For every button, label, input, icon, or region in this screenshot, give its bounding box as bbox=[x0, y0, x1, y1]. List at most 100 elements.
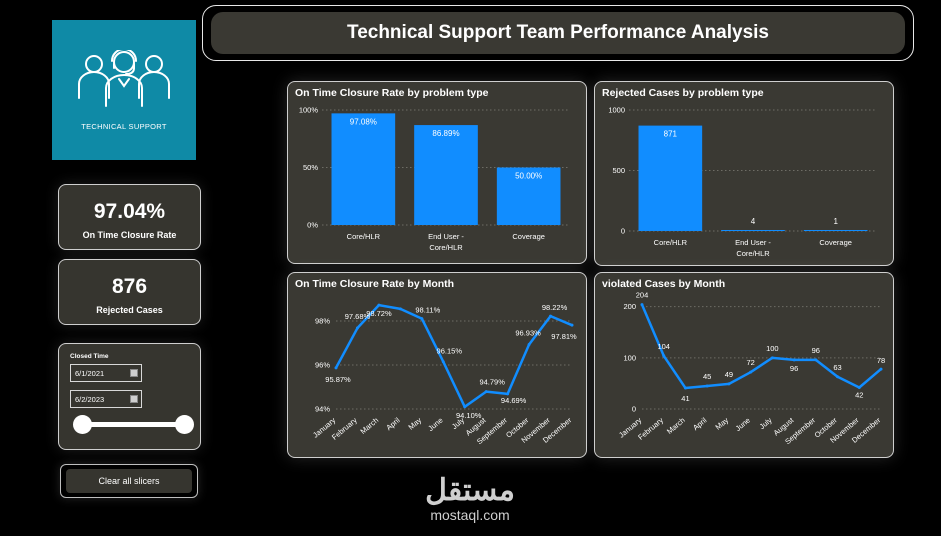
data-label: 871 bbox=[664, 130, 678, 139]
data-point bbox=[749, 370, 753, 374]
data-point bbox=[570, 323, 574, 327]
data-point bbox=[814, 358, 818, 362]
x-tick-label: Core/HLR bbox=[429, 243, 463, 252]
data-label: 50.00% bbox=[515, 172, 542, 181]
data-point bbox=[334, 366, 338, 370]
header-bar: Technical Support Team Performance Analy… bbox=[202, 5, 914, 61]
x-tick-label: April bbox=[691, 415, 709, 432]
y-tick-label: 100% bbox=[299, 106, 319, 115]
data-label: 86.89% bbox=[432, 129, 459, 138]
data-label: 49 bbox=[725, 370, 733, 379]
kpi-value: 876 bbox=[111, 275, 148, 298]
bar bbox=[496, 167, 561, 225]
data-label: 100 bbox=[766, 344, 779, 353]
page-title: Technical Support Team Performance Analy… bbox=[347, 22, 769, 43]
y-tick-label: 94% bbox=[315, 405, 330, 414]
data-point bbox=[398, 307, 402, 311]
calendar-icon[interactable] bbox=[130, 369, 138, 377]
data-label: 94.79% bbox=[479, 378, 505, 387]
data-point bbox=[727, 382, 731, 386]
data-label: 96 bbox=[812, 346, 820, 355]
data-point bbox=[770, 356, 774, 360]
y-tick-label: 100 bbox=[623, 353, 636, 362]
panel-violated-by-month: violated Cases by Month 0 100 200 204 Januar… bbox=[594, 272, 894, 458]
x-tick-label: Coverage bbox=[819, 238, 852, 247]
data-label: 96.93% bbox=[515, 329, 541, 338]
panel-closure-by-month: On Time Closure Rate by Month 94% 96% 98% 9… bbox=[287, 272, 587, 458]
data-label: 204 bbox=[636, 291, 649, 300]
data-label: 98.72% bbox=[366, 309, 392, 318]
closure-by-type-chart: 0% 50% 100% 97.08% Core/HLR 86.89% End User - C… bbox=[299, 106, 570, 252]
data-label: 98.11% bbox=[415, 306, 440, 315]
x-tick-label: March bbox=[358, 416, 380, 436]
slicer-title: Closed Time bbox=[70, 353, 109, 360]
series-line bbox=[640, 304, 882, 390]
slider-end-handle[interactable] bbox=[175, 415, 194, 434]
bar bbox=[331, 113, 396, 225]
data-label: 94.69% bbox=[501, 396, 527, 405]
clear-slicers-label: Clear all slicers bbox=[66, 469, 192, 493]
y-tick-label: 0 bbox=[632, 405, 636, 414]
start-date-input[interactable]: 6/1/2021 bbox=[70, 364, 142, 382]
kpi-label: Rejected Cases bbox=[96, 305, 163, 315]
y-tick-label: 1000 bbox=[608, 106, 625, 115]
calendar-icon[interactable] bbox=[130, 395, 138, 403]
data-point bbox=[355, 326, 359, 330]
slider-start-handle[interactable] bbox=[73, 415, 92, 434]
bar bbox=[414, 125, 478, 225]
kpi-card-on-time-closure: 97.04% On Time Closure Rate bbox=[58, 184, 201, 250]
panel-closure-by-type: On Time Closure Rate by problem type 0% 5… bbox=[287, 81, 587, 264]
data-label: 63 bbox=[833, 363, 841, 372]
y-tick-label: 98% bbox=[315, 317, 330, 326]
x-tick-label: End User - bbox=[428, 232, 464, 241]
data-point bbox=[836, 375, 840, 379]
x-tick-label: June bbox=[734, 416, 752, 433]
start-date-value: 6/1/2021 bbox=[75, 369, 105, 378]
watermark-logo: مستقل bbox=[425, 474, 515, 507]
data-point bbox=[484, 390, 488, 394]
x-tick-label: Core/HLR bbox=[347, 232, 381, 241]
data-label: 97.08% bbox=[350, 117, 377, 126]
y-tick-label: 500 bbox=[612, 166, 625, 175]
data-label: 41 bbox=[681, 394, 689, 403]
data-label: 45 bbox=[703, 372, 711, 381]
kpi-label: On Time Closure Rate bbox=[82, 230, 177, 240]
end-date-value: 6/2/2023 bbox=[75, 395, 105, 404]
data-point bbox=[377, 303, 381, 307]
x-tick-label: Core/HLR bbox=[654, 238, 688, 247]
data-point bbox=[683, 386, 687, 390]
panel-rejected-by-type: Rejected Cases by problem type 0 500 1000 8… bbox=[594, 81, 894, 266]
data-point bbox=[506, 392, 510, 396]
chart-title: On Time Closure Rate by Month bbox=[295, 278, 455, 290]
x-tick-label: March bbox=[665, 416, 687, 436]
series-line bbox=[334, 303, 573, 409]
data-label: 97.68% bbox=[345, 312, 371, 321]
y-tick-label: 200 bbox=[623, 302, 636, 311]
kpi-card-rejected-cases: 876 Rejected Cases bbox=[58, 259, 201, 325]
x-tick-label: July bbox=[758, 415, 774, 431]
logo-caption: TECHNICAL SUPPORT bbox=[81, 122, 167, 131]
logo-tile: TECHNICAL SUPPORT bbox=[52, 20, 196, 160]
support-team-icon bbox=[78, 50, 170, 107]
closure-by-month-chart: 94%96%98%95.87%January97.68%February98.7… bbox=[311, 303, 577, 446]
x-tick-label: May bbox=[714, 415, 731, 431]
clear-slicers-button[interactable]: Clear all slicers bbox=[60, 464, 198, 498]
bar bbox=[721, 230, 785, 231]
data-point bbox=[420, 317, 424, 321]
data-label: 96.15% bbox=[437, 347, 463, 356]
end-date-input[interactable]: 6/2/2023 bbox=[70, 390, 142, 408]
date-range-slider-track[interactable] bbox=[79, 422, 183, 427]
data-label: 1 bbox=[833, 217, 838, 226]
data-point bbox=[857, 386, 861, 390]
data-label: 4 bbox=[751, 217, 756, 226]
chart-title: On Time Closure Rate by problem type bbox=[295, 87, 489, 99]
rejected-by-type-chart: 0 500 1000 871 Core/HLR 4 End User - Core/HLR 1 C… bbox=[608, 106, 877, 258]
data-point bbox=[549, 314, 553, 318]
y-tick-label: 50% bbox=[303, 163, 318, 172]
x-tick-label: End User - bbox=[735, 238, 771, 247]
watermark: مستقل mostaql.com bbox=[408, 473, 532, 529]
x-tick-label: April bbox=[384, 415, 402, 432]
x-tick-label: Core/HLR bbox=[736, 249, 770, 258]
data-label: 98.22% bbox=[542, 303, 568, 312]
data-point bbox=[879, 367, 883, 371]
